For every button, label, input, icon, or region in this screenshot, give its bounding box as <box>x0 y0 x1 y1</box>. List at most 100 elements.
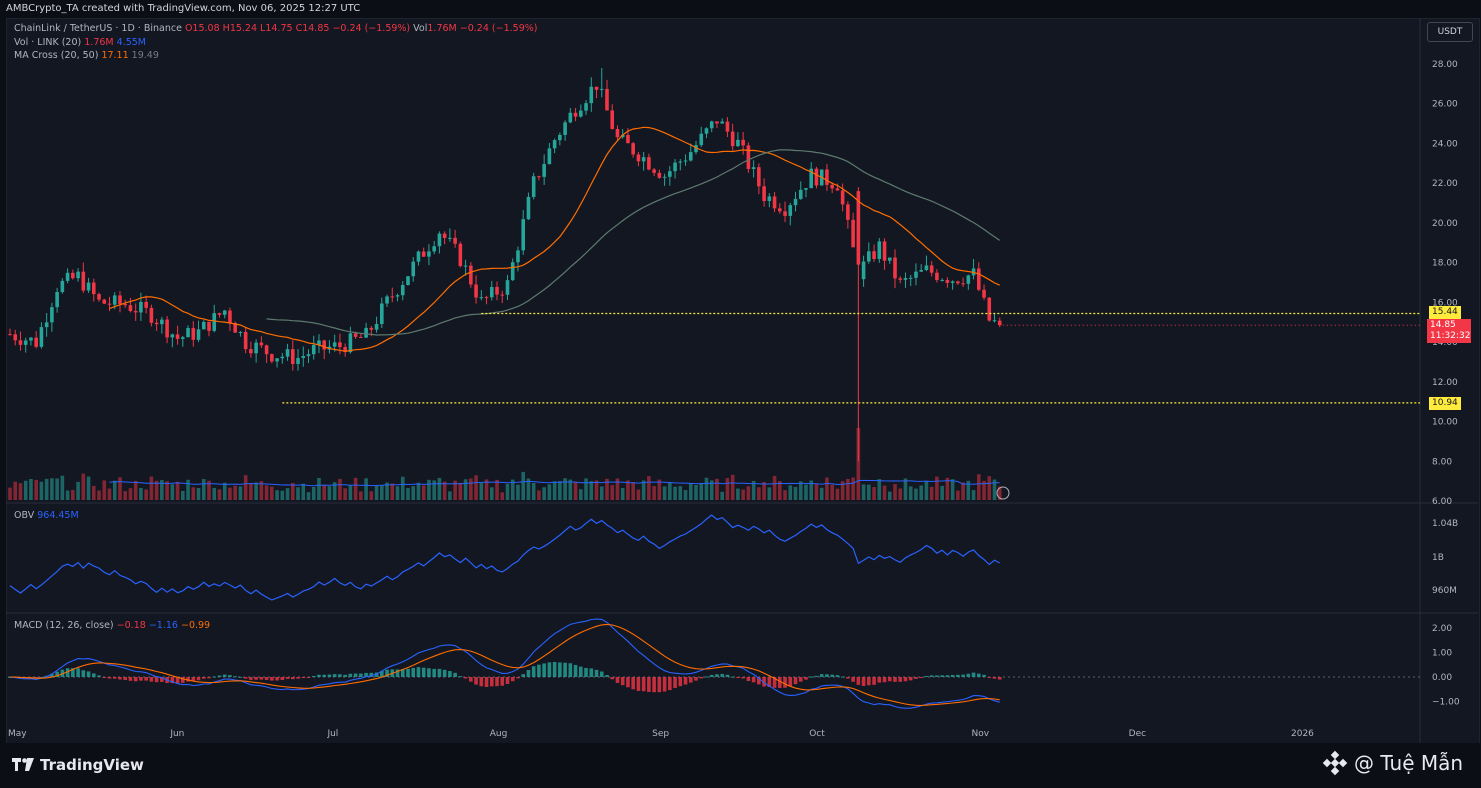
candle-body <box>217 313 222 315</box>
price-tick-label: 24.00 <box>1432 139 1458 149</box>
volume-bar <box>285 488 290 500</box>
watermark: @ Tuệ Mẫn <box>1322 750 1463 776</box>
volume-bar <box>500 492 505 500</box>
tradingview-logo[interactable]: TradingView <box>12 756 144 774</box>
macd-histogram-bar <box>97 675 101 677</box>
candle-body <box>699 133 704 146</box>
last-price: 14.85 <box>1430 320 1456 330</box>
candle-body <box>39 327 44 347</box>
volume-bar <box>249 483 253 500</box>
volume-bar <box>301 483 306 500</box>
candle-body <box>762 186 766 201</box>
volume-bar <box>411 486 416 500</box>
candle-body <box>406 276 410 285</box>
time-tick-label: Dec <box>1129 729 1146 739</box>
volume-bar <box>186 479 190 500</box>
ohlc-close: C14.85 <box>295 23 330 34</box>
candle-body <box>175 334 180 339</box>
volume-bar <box>374 485 379 500</box>
candle-body <box>264 345 269 355</box>
candle-body <box>521 219 525 251</box>
price-tick-label: 8.00 <box>1432 457 1452 467</box>
volume-bar <box>233 485 237 500</box>
macd-histogram-bar <box>421 667 426 677</box>
currency-button[interactable]: USDT <box>1427 22 1473 42</box>
candle-body <box>228 310 232 324</box>
volume-bar <box>966 480 971 500</box>
countdown: 11:32:32 <box>1430 331 1471 341</box>
candle-body <box>29 337 33 341</box>
candle-body <box>636 154 641 162</box>
volume-bar <box>133 480 138 500</box>
candle-body <box>903 278 908 280</box>
volume-bar <box>846 478 850 500</box>
candle-body <box>547 148 552 165</box>
volume-bar <box>924 481 929 500</box>
volume-bar <box>275 490 279 500</box>
volume-bar <box>60 475 65 500</box>
volume-bar <box>421 485 426 500</box>
macd-histogram-bar <box>400 669 405 677</box>
volume-bar <box>961 482 965 500</box>
volume-bar <box>521 471 525 500</box>
macd-line <box>9 618 1000 709</box>
macd-histogram-bar <box>846 677 850 679</box>
volume-bar <box>914 488 918 500</box>
obv-tick-label: 960M <box>1432 586 1457 596</box>
macd-histogram-bar <box>427 668 431 677</box>
vol-change: −0.24 (−1.59%) <box>459 23 538 34</box>
candle-body <box>778 208 782 212</box>
volume-bar <box>489 487 494 500</box>
time-tick-label: Jun <box>169 729 184 739</box>
volume-bar <box>264 485 269 500</box>
macd-signal-line <box>9 623 1000 706</box>
candle-body <box>139 301 143 313</box>
candle-body <box>154 322 159 325</box>
volume-bar <box>149 476 154 500</box>
macd-histogram-bar <box>579 666 583 677</box>
volume-bar <box>432 480 436 500</box>
candle-body <box>353 333 358 337</box>
volume-bar <box>212 487 217 500</box>
candle-body <box>448 237 452 239</box>
volume-bar <box>118 477 122 500</box>
macd-histogram-bar <box>558 662 562 677</box>
macd-histogram-bar <box>186 677 190 682</box>
volume-bar <box>898 488 903 500</box>
volume-bar <box>469 478 473 500</box>
volume-bar <box>201 479 206 500</box>
candle-body <box>772 196 777 209</box>
macd-histogram-bar <box>411 667 416 677</box>
price-tick-label: 14.00 <box>1432 338 1458 348</box>
volume-bar <box>804 484 808 500</box>
volume-bar <box>359 491 363 500</box>
candle-body <box>102 299 107 304</box>
macd-histogram-bar <box>181 677 185 683</box>
volume-bar <box>343 488 347 500</box>
candle-body <box>317 340 321 345</box>
candle-body <box>191 328 196 340</box>
candle-body <box>18 340 23 345</box>
macd-histogram-bar <box>741 677 745 679</box>
volume-bar <box>935 476 939 500</box>
obv-value: 964.45M <box>37 510 79 521</box>
volume-bar <box>123 491 128 500</box>
candle-body <box>605 88 609 111</box>
macd-histogram-bar <box>364 672 368 677</box>
macd-histogram-bar <box>620 677 625 686</box>
volume-bar <box>971 490 976 500</box>
volume-bar <box>762 482 766 500</box>
candle-body <box>489 286 494 298</box>
volume-bar <box>610 485 615 500</box>
candle-body <box>348 333 353 353</box>
macd-histogram-bar <box>458 676 463 678</box>
diamond-logo-icon <box>1322 750 1348 776</box>
macd-histogram-bar <box>489 677 494 687</box>
candle-body <box>898 278 903 280</box>
macd-tick-label: 1.00 <box>1432 649 1452 659</box>
macd-histogram-bar <box>270 677 274 681</box>
candle-body <box>296 358 300 364</box>
macd-histogram-bar <box>966 673 971 677</box>
macd-histogram-bar <box>940 675 944 677</box>
